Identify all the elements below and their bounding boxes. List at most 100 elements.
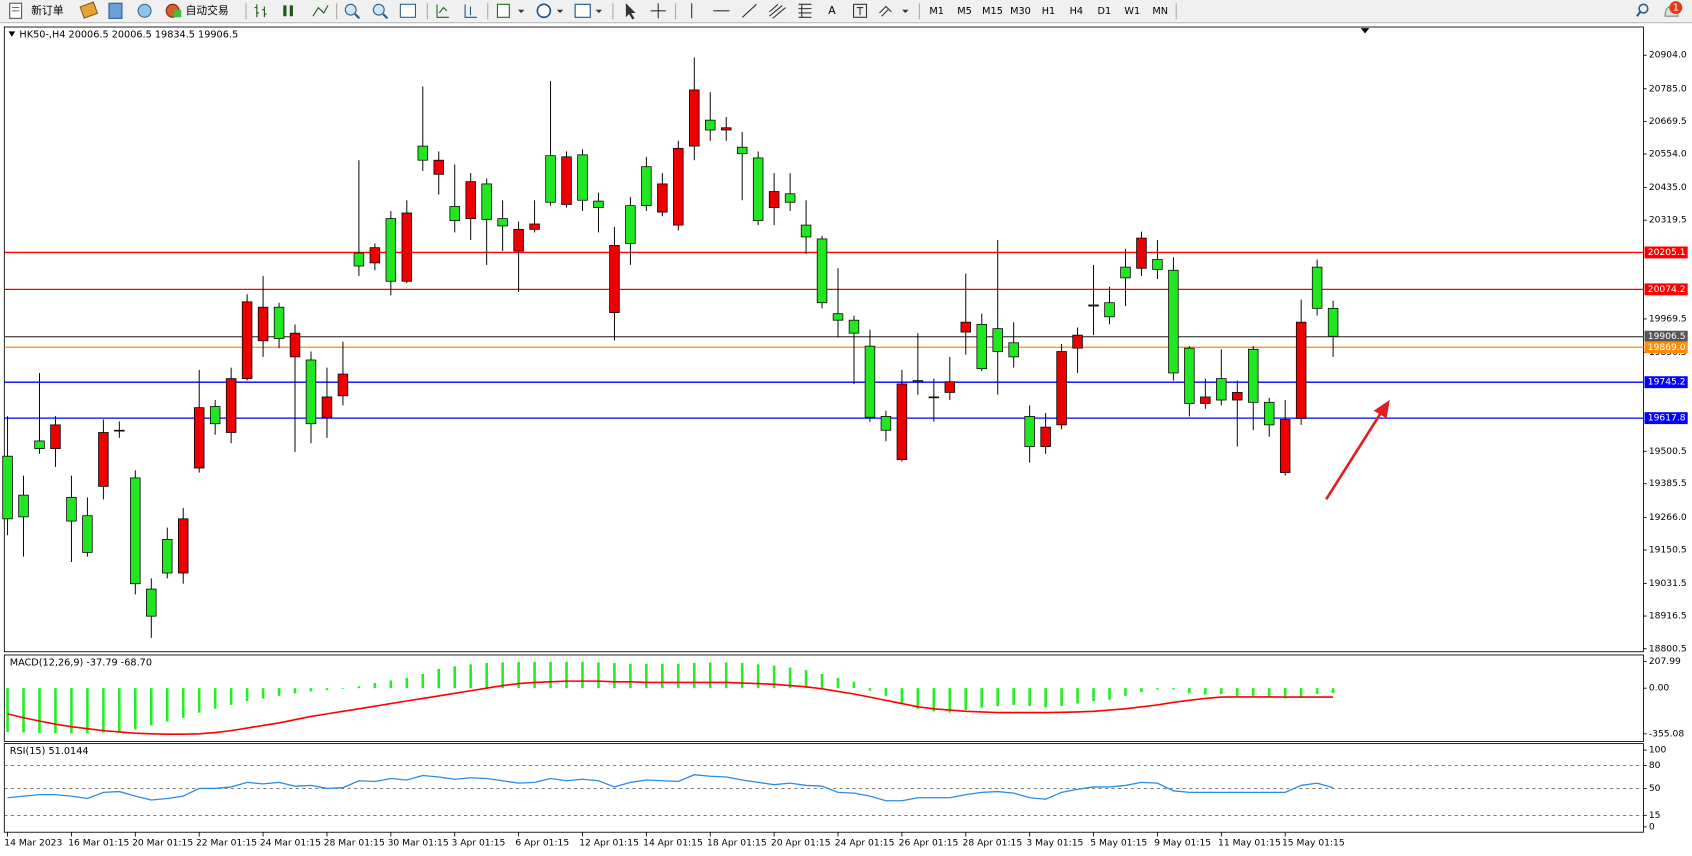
icon[interactable] xyxy=(79,1,99,19)
icon xyxy=(1638,3,1649,14)
x-tick-label: 15 May 01:15 xyxy=(1282,838,1345,849)
notifications[interactable]: 1 xyxy=(1664,1,1683,17)
search-button[interactable] xyxy=(1636,3,1649,17)
macd-bar xyxy=(740,663,744,689)
timeframe-button[interactable]: MN xyxy=(1152,6,1168,17)
macd-bar xyxy=(1060,688,1063,707)
candle-body xyxy=(177,518,189,574)
candle-body xyxy=(1311,266,1323,309)
timeframe-button[interactable]: H4 xyxy=(1070,6,1083,17)
arrows-tool[interactable] xyxy=(879,5,892,17)
badge xyxy=(1669,1,1683,15)
candle-body xyxy=(337,373,349,397)
macd-panel xyxy=(3,654,1644,742)
macd-bar xyxy=(1315,688,1319,694)
macd-bar xyxy=(517,661,520,689)
main-panel xyxy=(3,26,1644,653)
icon[interactable] xyxy=(283,5,293,17)
timeframe-button[interactable]: W1 xyxy=(1124,6,1140,17)
candle-body xyxy=(593,200,604,208)
icon[interactable] xyxy=(536,3,552,19)
candle-body xyxy=(257,306,269,342)
new-order-button[interactable]: 新订单 xyxy=(9,2,64,19)
x-tick-label: 22 Mar 01:15 xyxy=(196,838,257,849)
y-tick-label: 100 xyxy=(1649,745,1667,756)
macd-bar xyxy=(645,663,648,689)
icon[interactable] xyxy=(137,3,152,18)
macd-bar xyxy=(389,680,393,689)
dropdown[interactable] xyxy=(902,9,909,13)
icon[interactable] xyxy=(436,4,449,18)
icon[interactable] xyxy=(108,2,123,19)
candle-body xyxy=(1072,334,1083,349)
macd-bar xyxy=(565,661,568,689)
label-tool[interactable] xyxy=(853,3,868,18)
level-label: 19869.0 xyxy=(1648,342,1686,353)
x-tick-label: 24 Apr 01:15 xyxy=(835,838,895,849)
candle-body xyxy=(433,159,444,175)
candle-body xyxy=(816,238,828,304)
candle-body xyxy=(1168,269,1179,374)
y-tick-label: 19266.0 xyxy=(1649,512,1687,523)
icon[interactable] xyxy=(574,3,591,18)
candle-body xyxy=(82,515,93,553)
crosshair-tool[interactable] xyxy=(650,3,666,19)
dropdown[interactable] xyxy=(556,9,564,13)
y-tick-label: 20435.0 xyxy=(1649,182,1687,193)
x-tick-label: 12 Apr 01:15 xyxy=(579,838,639,849)
x-tick-label: 6 Apr 01:15 xyxy=(515,838,569,849)
candle-body xyxy=(848,319,860,334)
channel-tool[interactable] xyxy=(769,3,786,19)
icon xyxy=(354,13,361,20)
icon[interactable] xyxy=(399,3,416,18)
dropdown[interactable] xyxy=(595,9,603,13)
macd-bar xyxy=(1092,688,1095,702)
candle-body xyxy=(1056,351,1067,426)
y-tick-label: -355.08 xyxy=(1649,728,1684,739)
fibo-tool[interactable] xyxy=(798,3,812,18)
candle-body xyxy=(50,424,61,449)
candle-body xyxy=(1120,266,1131,279)
macd-bar xyxy=(677,663,680,689)
candle-body xyxy=(449,206,460,221)
macd-bar xyxy=(1251,688,1255,696)
level-label-bg xyxy=(1644,412,1688,425)
dropdown[interactable] xyxy=(517,9,525,13)
x-tick-label: 11 May 01:15 xyxy=(1218,838,1281,849)
macd-bar xyxy=(501,662,504,689)
trendline-tool[interactable] xyxy=(742,3,757,18)
zoom-in[interactable] xyxy=(344,3,361,20)
cursor-tool[interactable] xyxy=(625,3,636,20)
marks-layer xyxy=(2,57,1339,802)
timeframe-button[interactable]: H1 xyxy=(1042,6,1055,17)
auto-trading-button[interactable]: 自动交易 xyxy=(165,3,229,18)
macd-bar xyxy=(421,674,425,689)
toolbar: 新订单 自动交易 A xyxy=(0,0,1692,24)
icon[interactable] xyxy=(496,3,510,18)
timeframe-button[interactable]: M1 xyxy=(929,6,944,17)
candle-body xyxy=(880,416,892,431)
macd-bar xyxy=(102,688,105,733)
candle-body xyxy=(960,321,972,333)
icon xyxy=(1636,11,1642,17)
text-tool[interactable]: A xyxy=(828,4,836,17)
rsi-title: RSI(15) 51.0144 xyxy=(10,746,89,757)
candle-body xyxy=(353,252,365,267)
icon[interactable] xyxy=(254,4,267,18)
icon[interactable] xyxy=(464,4,477,18)
zoom-out[interactable] xyxy=(372,3,389,20)
macd-bar xyxy=(373,683,377,689)
macd-bar xyxy=(1012,688,1015,705)
candle-body xyxy=(114,429,125,432)
timeframe-button[interactable]: M5 xyxy=(957,6,972,17)
timeframe-button[interactable]: M30 xyxy=(1010,6,1031,17)
timeframe-button[interactable]: M15 xyxy=(982,6,1003,17)
y-tick-label: 0 xyxy=(1649,821,1655,832)
macd-bar xyxy=(261,688,265,699)
macd-bar xyxy=(788,667,792,689)
icon[interactable] xyxy=(312,5,329,17)
candle-body xyxy=(513,228,524,252)
timeframe-button[interactable]: D1 xyxy=(1098,6,1112,17)
icon xyxy=(173,9,182,18)
candle-body xyxy=(992,328,1003,352)
